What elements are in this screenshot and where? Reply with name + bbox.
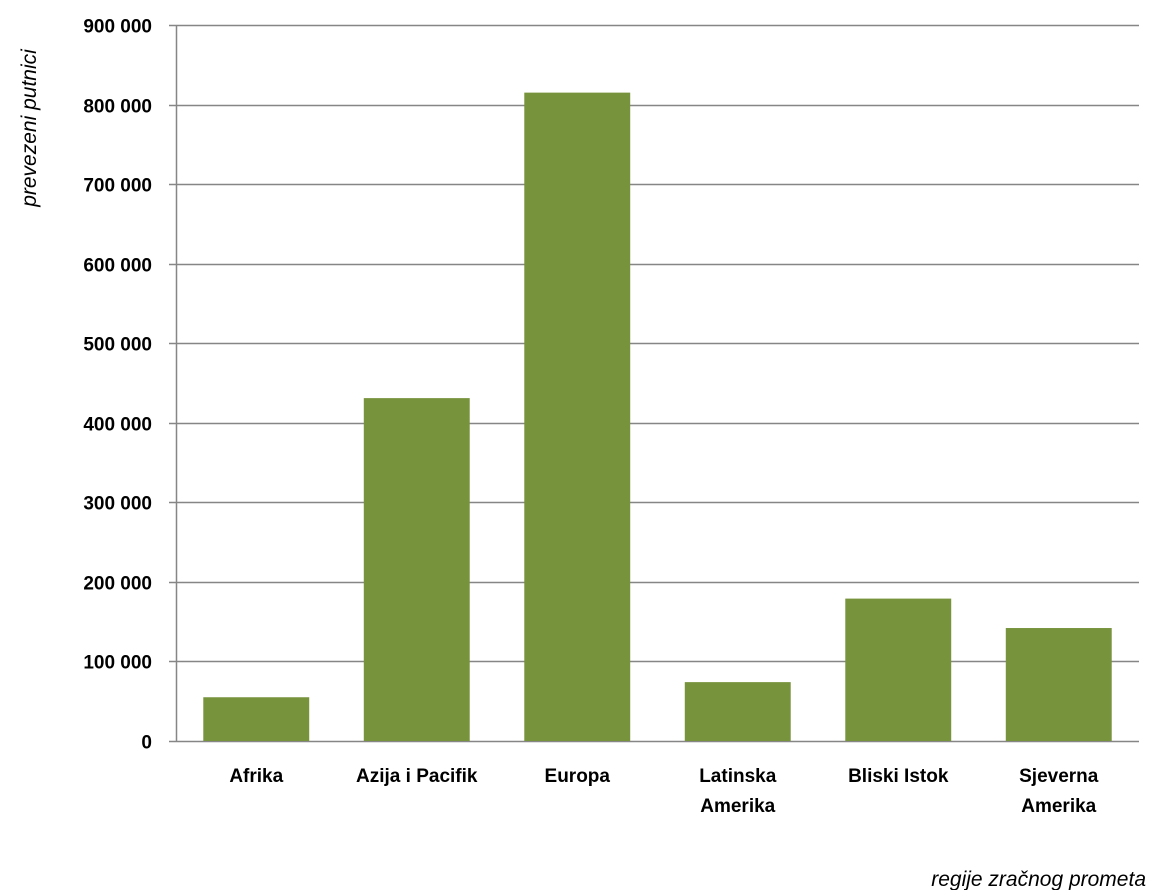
gridlines <box>169 24 1139 743</box>
y-tick-label: 500 000 <box>83 335 152 356</box>
y-tick-label: 800 000 <box>83 97 152 118</box>
y-tick-label: 0 <box>141 733 152 754</box>
y-tick-label: 700 000 <box>83 176 152 197</box>
bar <box>363 398 470 741</box>
x-tick-label: Azija i Pacifik <box>356 766 478 787</box>
bar <box>524 92 631 742</box>
x-tick-label: Europa <box>545 766 611 787</box>
y-tick-label: 900 000 <box>83 17 152 38</box>
y-tick-label: 600 000 <box>83 256 152 277</box>
y-tick-label: 200 000 <box>83 574 152 595</box>
bars <box>203 92 1112 742</box>
y-tick-label: 400 000 <box>83 415 152 436</box>
y-axis-title: prevezeni putnici <box>18 48 41 208</box>
y-tick-label: 300 000 <box>83 494 152 515</box>
x-axis-ticks: Afrika Azija i Pacifik Europa Latinska Ameri… <box>229 766 1098 817</box>
x-tick-label: Bliski Istok <box>848 766 949 787</box>
bar <box>684 682 791 741</box>
x-axis-title: regije zračnog prometa <box>931 868 1146 890</box>
x-tick-label: Sjeverna Amerika <box>1019 766 1099 817</box>
y-tick-label: 100 000 <box>83 653 152 674</box>
bar <box>203 697 310 741</box>
bar <box>845 598 952 741</box>
y-axis-ticks: 0 100 000 200 000 300 000 400 000 500 000 600 … <box>83 17 152 754</box>
x-tick-label: Latinska Amerika <box>699 766 777 817</box>
x-tick-label: Afrika <box>229 766 283 787</box>
bar <box>1005 628 1112 741</box>
